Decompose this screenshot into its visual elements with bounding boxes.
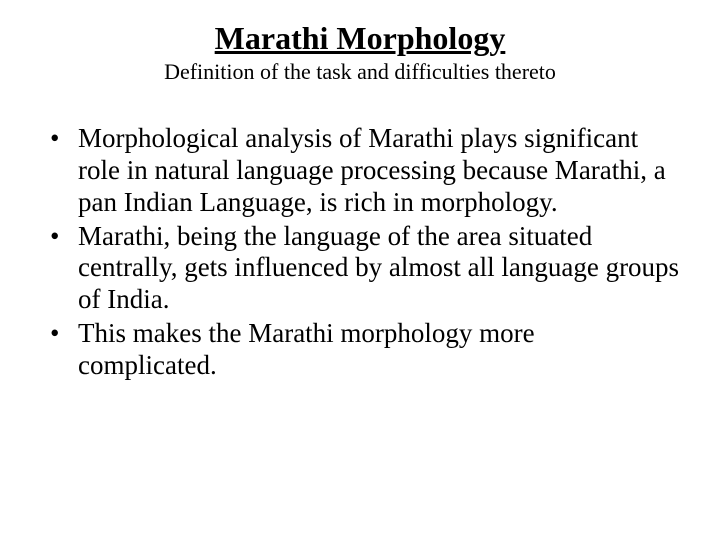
list-item: This makes the Marathi morphology more c… [50, 318, 680, 382]
list-item: Marathi, being the language of the area … [50, 221, 680, 317]
slide-title: Marathi Morphology [40, 20, 680, 57]
slide: Marathi Morphology Definition of the tas… [0, 0, 720, 540]
list-item: Morphological analysis of Marathi plays … [50, 123, 680, 219]
slide-subtitle: Definition of the task and difficulties … [40, 59, 680, 85]
bullet-list: Morphological analysis of Marathi plays … [50, 123, 680, 382]
